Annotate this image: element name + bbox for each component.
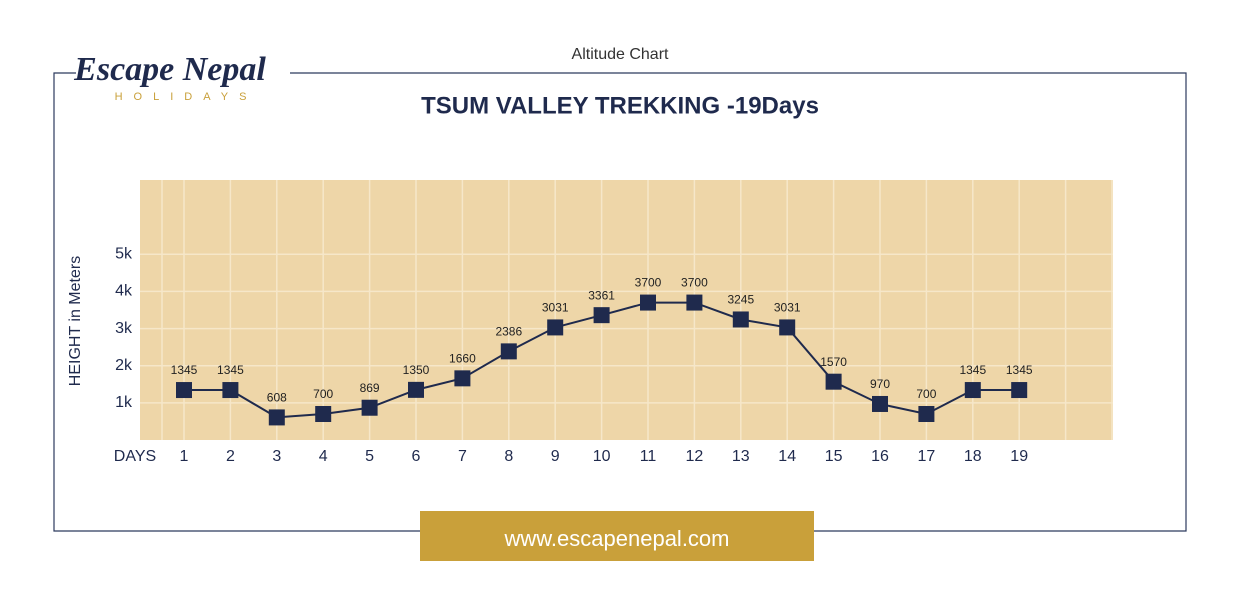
x-tick-label: 18 <box>964 448 982 465</box>
point <box>825 373 842 390</box>
value-label: 1345 <box>171 363 198 377</box>
logo-name: Escape Nepal <box>73 51 266 88</box>
x-tick-label: 9 <box>551 448 560 465</box>
x-tick-label: 16 <box>871 448 889 465</box>
value-label: 1345 <box>959 363 986 377</box>
value-label: 869 <box>360 381 380 395</box>
point <box>964 382 981 399</box>
x-axis-label: DAYS <box>114 448 156 465</box>
caption: Altitude Chart <box>572 46 669 63</box>
value-label: 1570 <box>820 355 847 369</box>
x-tick-label: 14 <box>778 448 796 465</box>
x-tick-label: 4 <box>319 448 328 465</box>
point <box>361 399 378 416</box>
point <box>1011 382 1028 399</box>
y-axis-label: HEIGHT in Meters <box>67 256 84 386</box>
footer-bar <box>420 511 814 561</box>
plot-background <box>140 180 1113 440</box>
value-label: 3245 <box>727 293 754 307</box>
point <box>872 395 888 412</box>
x-tick-label: 7 <box>458 448 467 465</box>
value-label: 970 <box>870 377 890 391</box>
value-label: 3700 <box>681 276 708 290</box>
logo-tagline: HOLIDAYS <box>115 91 258 103</box>
point <box>408 381 424 398</box>
x-tick-label: 3 <box>272 448 281 465</box>
point <box>268 409 285 426</box>
value-label: 1350 <box>403 363 430 377</box>
value-label: 608 <box>267 391 287 405</box>
y-tick-label: 4k <box>115 283 133 300</box>
point <box>315 406 332 422</box>
x-tick-label: 8 <box>504 448 513 465</box>
value-label: 3700 <box>635 276 662 290</box>
x-tick-label: 6 <box>412 448 421 465</box>
footer-url[interactable]: www.escapenepal.com <box>503 526 729 551</box>
point <box>686 294 703 311</box>
point <box>500 343 517 360</box>
y-tick-label: 2k <box>115 357 133 374</box>
value-label: 2386 <box>495 325 522 339</box>
y-tick-label: 5k <box>115 246 133 263</box>
value-label: 3361 <box>588 288 615 302</box>
point <box>454 370 471 387</box>
point <box>918 406 935 422</box>
point <box>222 382 239 399</box>
x-tick-label: 5 <box>365 448 374 465</box>
y-tick-label: 3k <box>115 320 133 337</box>
value-label: 1345 <box>1006 363 1033 377</box>
x-tick-label: 13 <box>732 448 750 465</box>
value-label: 700 <box>313 387 333 401</box>
point <box>640 294 656 311</box>
point <box>779 319 796 336</box>
x-tick-label: 12 <box>686 448 704 465</box>
x-tick-label: 17 <box>918 448 936 465</box>
x-tick-label: 15 <box>825 448 843 465</box>
x-tick-label: 19 <box>1010 448 1028 465</box>
value-label: 3031 <box>774 301 801 315</box>
x-tick-label: 1 <box>180 448 189 465</box>
x-tick-label: 10 <box>593 448 611 465</box>
point <box>732 311 749 328</box>
point <box>176 382 192 399</box>
value-label: 700 <box>916 387 936 401</box>
value-label: 3031 <box>542 301 569 315</box>
value-label: 1660 <box>449 352 476 366</box>
x-tick-label: 11 <box>640 448 657 465</box>
y-tick-label: 1k <box>115 394 133 411</box>
value-label: 1345 <box>217 363 244 377</box>
x-tick-label: 2 <box>226 448 235 465</box>
point <box>593 307 610 324</box>
point <box>547 319 564 336</box>
chart-title: TSUM VALLEY TREKKING -19Days <box>421 92 819 119</box>
